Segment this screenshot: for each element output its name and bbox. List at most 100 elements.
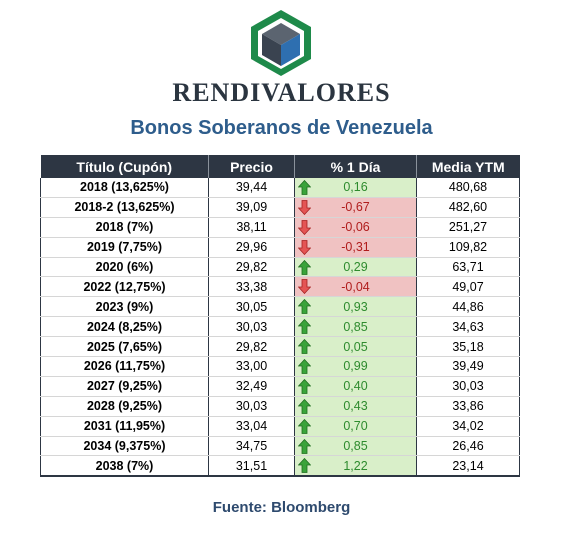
- bond-title: 2026 (11,75%): [40, 356, 209, 377]
- table-row: 2024 (8,25%) 30,03 0,85 34,63: [40, 316, 520, 338]
- bond-price: 33,38: [208, 276, 295, 298]
- bond-price: 29,96: [208, 237, 295, 258]
- bond-daily-change: 0,05: [294, 336, 417, 358]
- bond-daily-change-value: 0,99: [343, 359, 368, 374]
- table-row: 2025 (7,65%) 29,82 0,05 35,18: [40, 336, 520, 358]
- bond-ytm: 30,03: [416, 376, 520, 397]
- arrow-down-icon: [297, 219, 312, 235]
- arrow-up-icon: [297, 358, 312, 374]
- source-note: Fuente: Bloomberg: [212, 499, 351, 516]
- column-header-title: Título (Cupón): [40, 155, 209, 178]
- table-row: 2022 (12,75%) 33,38 -0,04 49,07: [40, 276, 520, 298]
- bond-ytm: 35,18: [416, 336, 520, 358]
- bond-daily-change-value: -0,31: [341, 240, 370, 255]
- table-row: 2028 (9,25%) 30,03 0,43 33,86: [40, 396, 520, 417]
- table-row: 2027 (9,25%) 32,49 0,40 30,03: [40, 376, 520, 397]
- bond-daily-change: 0,93: [294, 296, 417, 318]
- bond-daily-change: 0,85: [294, 316, 417, 338]
- bond-ytm: 34,63: [416, 316, 520, 338]
- arrow-down-icon: [297, 199, 312, 215]
- arrow-up-icon: [297, 299, 312, 315]
- arrow-up-icon: [297, 418, 312, 434]
- table-row: 2018 (7%) 38,11 -0,06 251,27: [40, 217, 520, 238]
- bond-price: 39,44: [208, 178, 295, 198]
- bond-daily-change-value: -0,06: [341, 220, 370, 235]
- arrow-up-icon: [297, 458, 312, 474]
- bond-daily-change-value: 0,85: [343, 439, 368, 454]
- bond-title: 2023 (9%): [40, 296, 209, 318]
- arrow-up-icon: [297, 339, 312, 355]
- bond-daily-change: 0,29: [294, 257, 417, 278]
- bond-ytm: 63,71: [416, 257, 520, 278]
- bond-ytm: 480,68: [416, 178, 520, 198]
- bond-title: 2034 (9,375%): [40, 436, 209, 457]
- bonds-table: Título (Cupón) Precio % 1 Día Media YTM …: [40, 155, 520, 478]
- bond-daily-change-value: 0,05: [343, 339, 368, 354]
- bond-ytm: 44,86: [416, 296, 520, 318]
- table-row: 2034 (9,375%) 34,75 0,85 26,46: [40, 436, 520, 457]
- bond-price: 30,03: [208, 316, 295, 338]
- bond-price: 30,05: [208, 296, 295, 318]
- arrow-up-icon: [297, 378, 312, 394]
- arrow-up-icon: [297, 398, 312, 414]
- column-header-change: % 1 Día: [294, 155, 417, 178]
- table-row: 2038 (7%) 31,51 1,22 23,14: [40, 455, 520, 478]
- bond-daily-change: 0,16: [294, 178, 417, 198]
- bond-daily-change: -0,06: [294, 217, 417, 238]
- bond-title: 2018-2 (13,625%): [40, 197, 209, 218]
- bond-ytm: 251,27: [416, 217, 520, 238]
- arrow-up-icon: [297, 319, 312, 335]
- bond-price: 29,82: [208, 257, 295, 278]
- bond-daily-change: 1,22: [294, 455, 417, 478]
- bond-daily-change-value: 0,40: [343, 379, 368, 394]
- bond-daily-change: 0,43: [294, 396, 417, 417]
- bond-price: 31,51: [208, 455, 295, 478]
- table-header-row: Título (Cupón) Precio % 1 Día Media YTM: [40, 155, 520, 178]
- bond-ytm: 109,82: [416, 237, 520, 258]
- brand-name: RENDIVALORES: [172, 78, 391, 107]
- bond-ytm: 49,07: [416, 276, 520, 298]
- bond-daily-change-value: 1,22: [343, 458, 368, 473]
- rendivalores-logo: [251, 10, 311, 76]
- bond-title: 2031 (11,95%): [40, 416, 209, 437]
- arrow-down-icon: [297, 239, 312, 255]
- bond-price: 38,11: [208, 217, 295, 238]
- bond-daily-change-value: 0,29: [343, 260, 368, 274]
- table-row: 2018-2 (13,625%) 39,09 -0,67 482,60: [40, 197, 520, 218]
- bond-price: 33,04: [208, 416, 295, 437]
- table-row: 2018 (13,625%) 39,44 0,16 480,68: [40, 178, 520, 198]
- bond-price: 32,49: [208, 376, 295, 397]
- table-row: 2031 (11,95%) 33,04 0,70 34,02: [40, 416, 520, 437]
- bond-daily-change: -0,04: [294, 276, 417, 298]
- arrow-up-icon: [297, 438, 312, 454]
- bond-daily-change-value: -0,04: [341, 279, 370, 294]
- table-row: 2026 (11,75%) 33,00 0,99 39,49: [40, 356, 520, 377]
- column-header-price: Precio: [208, 155, 295, 178]
- bond-daily-change-value: -0,67: [341, 200, 370, 215]
- table-row: 2019 (7,75%) 29,96 -0,31 109,82: [40, 237, 520, 258]
- bond-title: 2020 (6%): [40, 257, 209, 278]
- bond-daily-change-value: 0,85: [343, 319, 368, 334]
- bond-title: 2018 (7%): [40, 217, 209, 238]
- bond-title: 2038 (7%): [40, 455, 209, 478]
- bond-ytm: 23,14: [416, 455, 520, 478]
- bond-title: 2027 (9,25%): [40, 376, 209, 397]
- table-row: 2020 (6%) 29,82 0,29 63,71: [40, 257, 520, 278]
- bond-title: 2019 (7,75%): [40, 237, 209, 258]
- bond-daily-change-value: 0,43: [343, 399, 368, 414]
- bond-price: 30,03: [208, 396, 295, 417]
- bond-ytm: 26,46: [416, 436, 520, 457]
- bond-ytm: 33,86: [416, 396, 520, 417]
- bond-title: 2018 (13,625%): [40, 178, 209, 198]
- bond-title: 2024 (8,25%): [40, 316, 209, 338]
- bond-daily-change-value: 0,16: [343, 180, 368, 195]
- column-header-ytm: Media YTM: [416, 155, 520, 178]
- bond-ytm: 482,60: [416, 197, 520, 218]
- bond-daily-change-value: 0,93: [343, 299, 368, 314]
- arrow-down-icon: [297, 279, 312, 295]
- bond-daily-change-value: 0,70: [343, 419, 368, 434]
- bond-price: 29,82: [208, 336, 295, 358]
- bond-title: 2022 (12,75%): [40, 276, 209, 298]
- bond-daily-change: -0,67: [294, 197, 417, 218]
- bond-price: 33,00: [208, 356, 295, 377]
